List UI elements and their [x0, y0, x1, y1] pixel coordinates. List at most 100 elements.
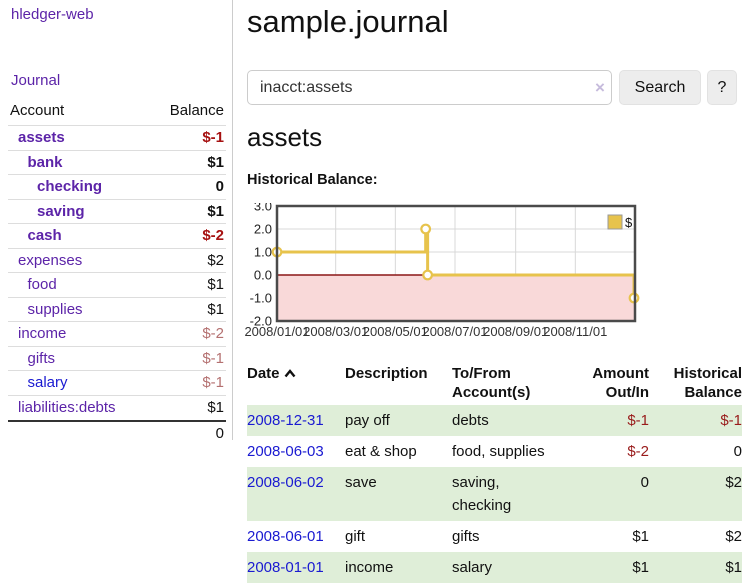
cell-amount: 0 [640, 474, 649, 491]
account-link[interactable]: bank [27, 153, 63, 171]
account-row-bank: bank $1 [8, 151, 226, 175]
x-axis-tick-label: 2008/09/01 [483, 324, 548, 339]
account-link[interactable]: saving [37, 202, 85, 220]
y-axis-tick-label: 2.0 [254, 222, 272, 237]
accounts-header: Account Balance [8, 98, 226, 126]
legend-swatch-icon [607, 214, 623, 230]
column-header-accounts: To/From Account(s) [452, 365, 531, 401]
sort-ascending-icon [284, 364, 296, 383]
y-axis-tick-label: -2.0 [250, 314, 272, 329]
cell-balance: $1 [725, 559, 742, 576]
register-row: 2008-06-03 eat & shop food, supplies $-2 0 [247, 436, 742, 467]
cell-description: pay off [345, 412, 390, 429]
column-header-balance: Historical Balance [673, 365, 742, 401]
cell-date: 2008-06-02 [247, 467, 345, 521]
register-header-row: Date Description To/From Account(s) Amou… [247, 360, 742, 405]
account-row-expenses: expenses $2 [8, 249, 226, 273]
cell-accounts: debts [452, 412, 489, 429]
cell-description: gift [345, 528, 366, 545]
x-axis-tick-label: 2008/07/01 [422, 324, 487, 339]
y-axis-tick-label: 0.0 [254, 268, 272, 283]
chart-title: Historical Balance: [247, 172, 378, 188]
account-link[interactable]: checking [37, 178, 103, 196]
x-axis-tick-label: 2008/03/01 [303, 324, 368, 339]
search-button[interactable]: Search [619, 70, 701, 105]
column-header-date[interactable]: Date [247, 360, 345, 405]
transaction-date-link[interactable]: 2008-06-03 [247, 443, 324, 460]
transaction-date-link[interactable]: 2008-06-01 [247, 528, 324, 545]
cell-accounts: salary [452, 559, 493, 576]
cell-balance: 0 [733, 443, 742, 460]
search-input[interactable] [247, 70, 612, 105]
y-axis-tick-label: 3.0 [254, 203, 272, 214]
register-row: 2008-01-01 income salary $1 $1 [247, 552, 742, 583]
account-balance: $1 [207, 300, 224, 318]
chart-frame [275, 204, 637, 323]
account-balance: $-2 [202, 227, 224, 245]
balance-chart: 3.0 2.0 1.0 0.0 -1.0 -2.0 2008/01/012008/03/0… [244, 203, 640, 339]
account-link[interactable]: income [18, 325, 67, 343]
y-axis-tick-label: -1.0 [250, 291, 272, 306]
account-link[interactable]: gifts [27, 349, 56, 367]
sidebar: hledger-web Journal Account Balance asse… [0, 0, 233, 442]
chart-data-point [420, 223, 432, 235]
cell-accounts: food, supplies [452, 443, 545, 460]
x-axis-tick-label: 2008/11/01 [543, 324, 607, 339]
cell-description: save [345, 474, 377, 491]
cell-balance: $2 [725, 528, 742, 545]
account-row-liabilities-debts: liabilities:debts $1 [8, 396, 226, 421]
account-balance: $-2 [202, 325, 224, 343]
account-row-gifts: gifts $-1 [8, 347, 226, 371]
account-row-cash: cash $-2 [8, 224, 226, 249]
legend-label: $ [625, 215, 633, 230]
cell-date: 2008-06-03 [247, 436, 345, 467]
account-link[interactable]: supplies [27, 300, 83, 318]
cell-description: income [345, 559, 394, 576]
cell-amount: $-2 [627, 443, 649, 460]
account-balance: $-1 [202, 349, 224, 367]
accounts-total-value: 0 [215, 425, 224, 442]
register-row: 2008-06-01 gift gifts $1 $2 [247, 521, 742, 552]
x-axis-tick-label: 2008/05/01 [363, 324, 428, 339]
x-axis-tick-label: 2008/01/01 [244, 324, 309, 339]
app-brand-link[interactable]: hledger-web [11, 6, 94, 23]
y-axis-tick-label: 1.0 [254, 245, 272, 260]
account-link[interactable]: food [27, 276, 57, 294]
cell-date: 2008-12-31 [247, 405, 345, 436]
cell-accounts: gifts [452, 528, 480, 545]
chart-legend: $ [607, 214, 633, 230]
register-row: 2008-06-02 save saving, checking 0 $2 [247, 467, 742, 521]
account-link[interactable]: cash [27, 227, 62, 245]
cell-amount: $1 [632, 559, 649, 576]
account-section-title: assets [247, 122, 323, 152]
accounts-header-account: Account [10, 102, 65, 119]
column-header-description: Description [345, 365, 428, 382]
register-row: 2008-12-31 pay off debts $-1 $-1 [247, 405, 742, 436]
transaction-date-link[interactable]: 2008-01-01 [247, 559, 324, 576]
account-link[interactable]: expenses [18, 251, 83, 269]
cell-date: 2008-01-01 [247, 552, 345, 583]
accounts-tree: Account Balance assets $-1 bank $1 checking 0… [8, 98, 226, 445]
sidebar-item-journal[interactable]: Journal [11, 72, 61, 89]
cell-date: 2008-06-01 [247, 521, 345, 552]
cell-balance: $2 [725, 474, 742, 491]
account-balance: $1 [207, 399, 224, 417]
cell-balance: $-1 [720, 412, 742, 429]
account-balance: $1 [207, 202, 224, 220]
register-table: Date Description To/From Account(s) Amou… [247, 360, 742, 583]
account-link[interactable]: assets [18, 129, 65, 147]
account-balance: $-1 [202, 374, 224, 392]
help-button[interactable]: ? [707, 70, 737, 105]
chart-negative-region [277, 275, 635, 321]
accounts-header-balance: Balance [169, 102, 224, 119]
column-header-amount: Amount Out/In [592, 365, 649, 401]
account-row-assets: assets $-1 [8, 126, 226, 151]
transaction-date-link[interactable]: 2008-06-02 [247, 474, 324, 491]
account-link[interactable]: liabilities:debts [18, 399, 116, 417]
account-balance: $-1 [202, 129, 224, 147]
transaction-date-link[interactable]: 2008-12-31 [247, 412, 324, 429]
account-row-income: income $-2 [8, 322, 226, 347]
account-link[interactable]: salary [27, 374, 68, 392]
clear-search-icon[interactable]: × [595, 78, 605, 97]
cell-description: eat & shop [345, 443, 417, 460]
